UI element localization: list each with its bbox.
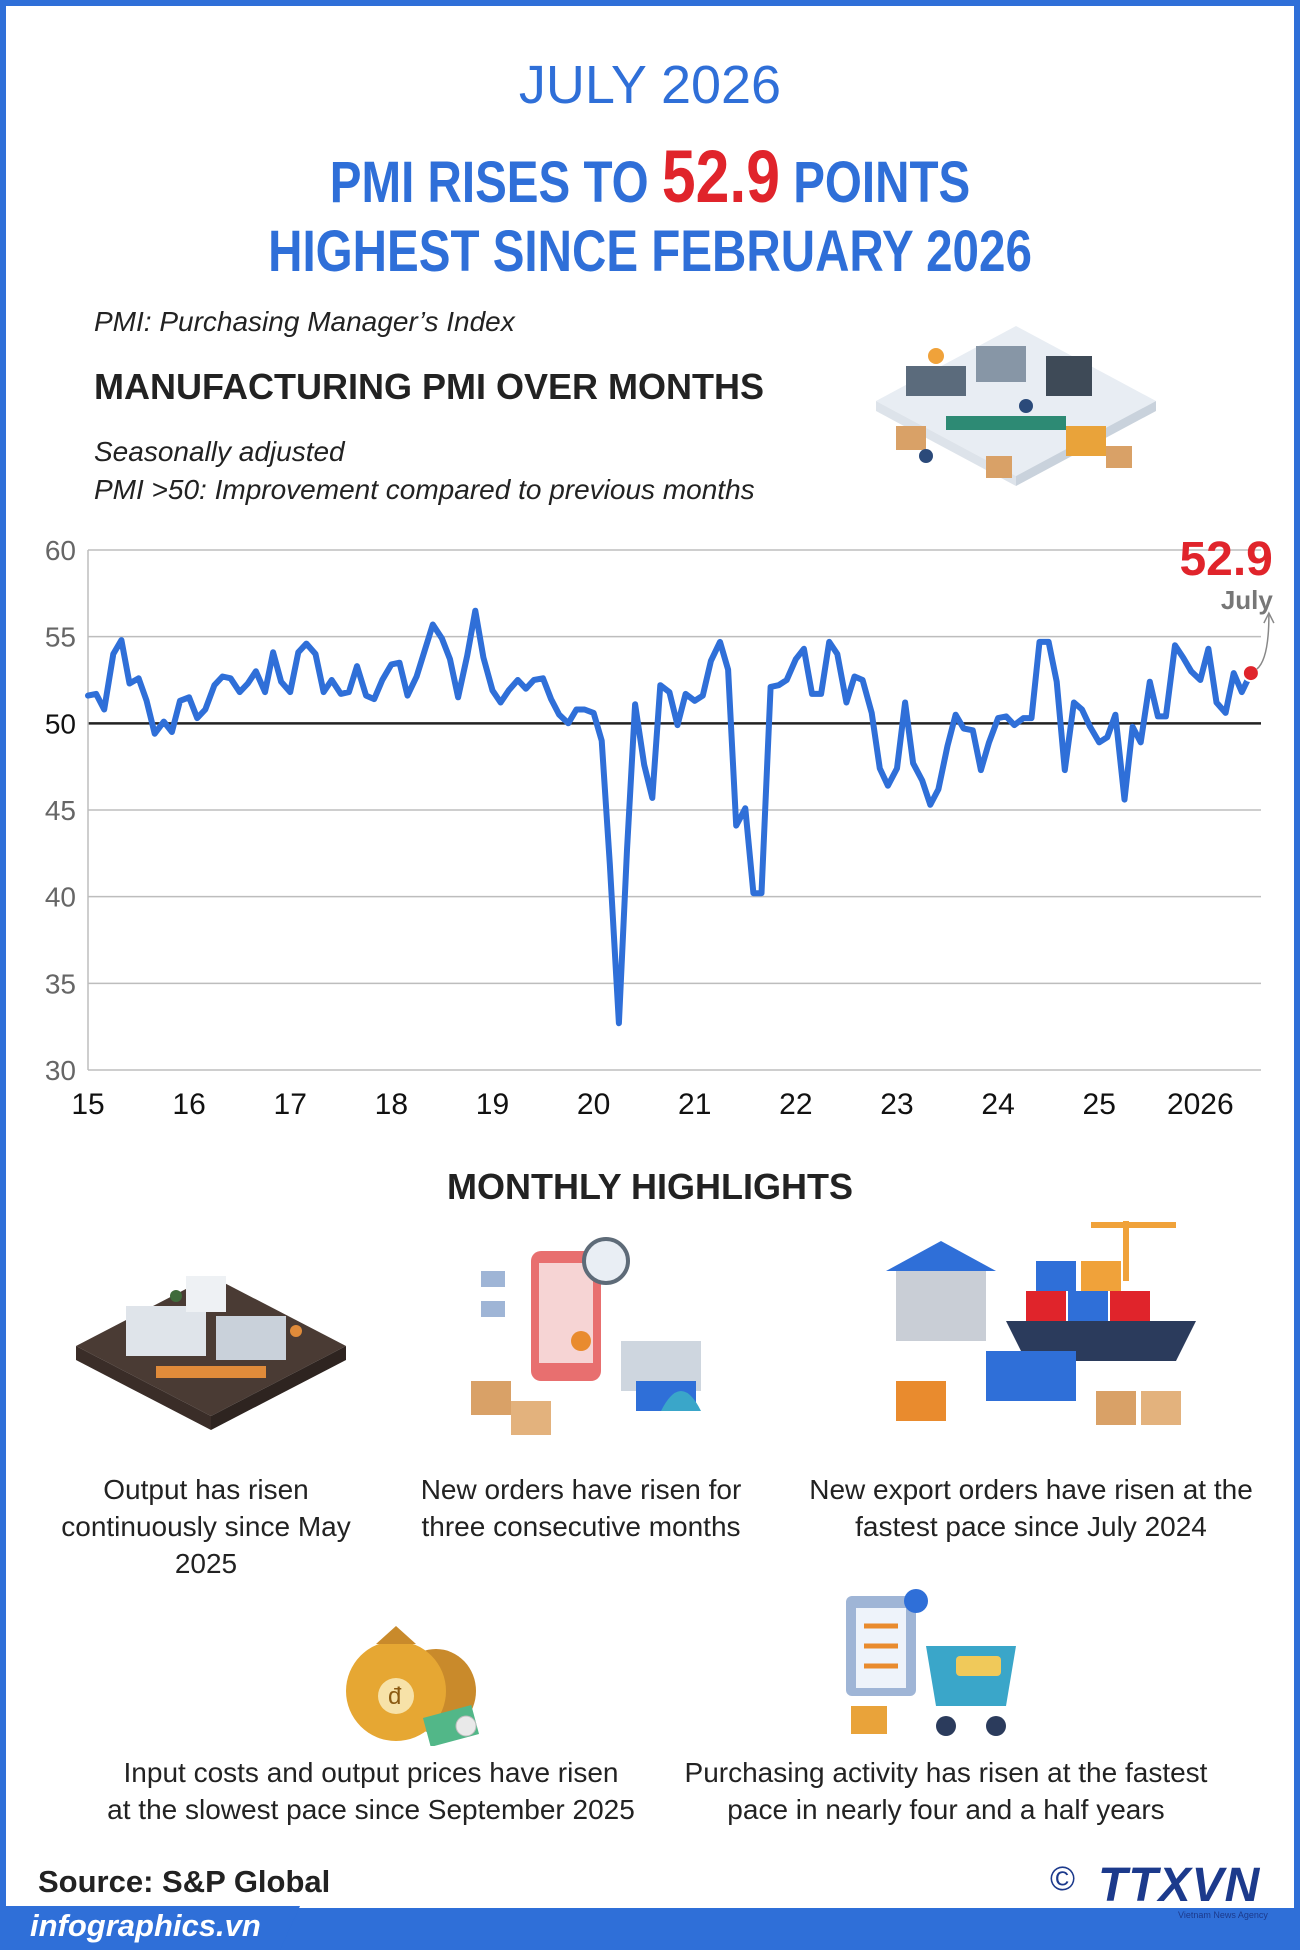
headline-prefix: PMI RISES TO — [329, 150, 649, 215]
headline: PMI RISES TO 52.9 POINTS — [122, 134, 1178, 219]
factory-illustration-icon — [876, 326, 1156, 486]
factory-line-icon — [76, 1276, 346, 1430]
infographic-page: JULY 2026 PMI RISES TO 52.9 POINTS HIGHE… — [6, 6, 1294, 1908]
footer-brand-band — [0, 1906, 300, 1950]
x-tick-label: 25 — [1083, 1088, 1116, 1121]
highlight-output-line: 2025 — [174, 1548, 238, 1579]
ttxvn-logo-subtitle: Vietnam News Agency — [1178, 1910, 1268, 1920]
highlight-new-orders: New orders have risen for three consecut… — [391, 1471, 771, 1545]
x-tick-label: 18 — [375, 1088, 408, 1121]
y-tick-label: 35 — [45, 968, 76, 999]
highlight-costs-prices-line: at the slowest pace since September 2025 — [107, 1794, 635, 1825]
export-port-icon — [886, 1221, 1196, 1425]
highlight-output-line: Output has risen — [103, 1474, 309, 1505]
x-tick-label: 15 — [71, 1088, 104, 1121]
highlight-output-line: continuously since May — [61, 1511, 351, 1542]
x-tick-label: 16 — [172, 1088, 205, 1121]
annotation-arrowhead — [1263, 611, 1275, 624]
ttxvn-logo: TTXVN — [1098, 1859, 1261, 1912]
highlight-purchasing-line: Purchasing activity has risen at the fas… — [684, 1757, 1208, 1788]
headline-value: 52.9 — [661, 135, 780, 218]
latest-point-marker — [1241, 664, 1260, 683]
highlight-export-orders-line: fastest pace since July 2024 — [855, 1511, 1207, 1542]
x-tick-label: 23 — [880, 1088, 913, 1121]
section-title: MANUFACTURING PMI OVER MONTHS — [94, 366, 764, 407]
highlight-purchasing: Purchasing activity has risen at the fas… — [666, 1754, 1226, 1828]
highlight-export-orders: New export orders have risen at the fast… — [796, 1471, 1266, 1545]
month-title: JULY 2026 — [518, 55, 782, 115]
series — [85, 607, 1254, 1027]
y-tick-label: 45 — [45, 795, 76, 826]
y-tick-label: 30 — [45, 1055, 76, 1086]
pmi-definition: PMI: Purchasing Manager’s Index — [94, 306, 515, 337]
y-axis: 30 35 40 45 50 55 60 — [45, 535, 89, 1086]
highlight-purchasing-line: pace in nearly four and a half years — [727, 1794, 1165, 1825]
annotation-value: 52.9 — [1179, 533, 1272, 586]
x-tick-label: 21 — [678, 1088, 711, 1121]
money-bags-icon: đ — [346, 1626, 480, 1746]
x-tick-label: 19 — [476, 1088, 509, 1121]
seasonal-note: Seasonally adjusted — [94, 436, 345, 467]
orders-delivery-icon — [471, 1237, 701, 1435]
highlight-costs-prices: Input costs and output prices have risen… — [66, 1754, 676, 1828]
site-link[interactable]: infographics.vn — [30, 1908, 261, 1943]
subhead: HIGHEST SINCE FEBRUARY 2026 — [268, 219, 1032, 284]
annotation-connector — [1256, 615, 1270, 670]
svg-text:đ: đ — [388, 1683, 402, 1710]
source-credit: Source: S&P Global — [38, 1864, 331, 1899]
highlight-new-orders-line: New orders have risen for — [420, 1474, 742, 1505]
x-tick-label: 2026 — [1167, 1088, 1234, 1121]
highlight-output: Output has risen continuously since May … — [46, 1471, 366, 1582]
x-axis: 15 16 17 18 19 20 21 22 23 24 25 2026 — [71, 1088, 1233, 1121]
headline-suffix: POINTS — [793, 150, 971, 215]
y-tick-label: 40 — [45, 882, 76, 913]
x-tick-label: 24 — [981, 1088, 1014, 1121]
y-tick-label: 50 — [45, 708, 76, 739]
y-tick-label: 60 — [45, 535, 76, 566]
highlights-title: MONTHLY HIGHLIGHTS — [446, 1166, 854, 1207]
purchasing-cart-icon — [846, 1589, 1016, 1736]
annotation-label: July — [1221, 585, 1274, 615]
threshold-note: PMI >50: Improvement compared to previou… — [94, 474, 755, 505]
x-tick-label: 20 — [577, 1088, 610, 1121]
x-tick-label: 22 — [779, 1088, 812, 1121]
highlight-export-orders-line: New export orders have risen at the — [809, 1474, 1253, 1505]
highlight-costs-prices-line: Input costs and output prices have risen — [123, 1757, 619, 1788]
y-tick-label: 55 — [45, 622, 76, 653]
pmi-series-line — [85, 607, 1254, 1027]
gridlines — [88, 549, 1261, 1071]
x-tick-label: 17 — [274, 1088, 307, 1121]
pmi-line-chart: 30 35 40 45 50 55 60 15 16 17 18 19 20 21 22 23 24 25 202… — [45, 533, 1275, 1121]
copyright-symbol: © — [1050, 1860, 1076, 1898]
highlight-new-orders-line: three consecutive months — [421, 1511, 741, 1542]
